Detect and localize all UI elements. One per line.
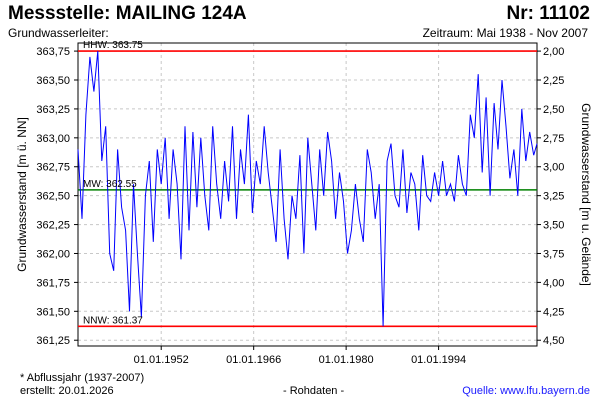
y2-tick-label: 4,00 xyxy=(543,277,564,289)
raw-data-note: - Rohdaten - xyxy=(283,385,345,397)
reference-label-mw: MW: 362.55 xyxy=(83,179,137,190)
y2-tick-label: 3,75 xyxy=(543,248,564,260)
y2-tick-label: 3,25 xyxy=(543,191,564,203)
grid-lines xyxy=(78,43,537,346)
y2-tick-label: 3,50 xyxy=(543,220,564,232)
reference-lines xyxy=(78,50,537,328)
y-tick-label: 363,75 xyxy=(36,46,70,58)
footnote: * Abflussjahr (1937-2007) xyxy=(20,372,145,384)
y-tick-label: 363,00 xyxy=(36,133,70,145)
y2-tick-label: 2,50 xyxy=(543,104,564,116)
y-tick-label: 362,75 xyxy=(36,162,70,174)
axis-ticks: 363,75 2,00 363,50 2,25 363,25 2,50 363,00 2,75… xyxy=(36,46,564,366)
y2-tick-label: 3,00 xyxy=(543,162,564,174)
axis-labels: HHW: 363.75 MW: 362.55 NNW: 361.37 Grundwas… xyxy=(15,40,593,326)
x-tick-label: 01.01.1952 xyxy=(134,354,189,366)
y-tick-label: 363,25 xyxy=(36,104,70,116)
aquifer-label: Grundwasserleiter: xyxy=(8,26,109,40)
y-tick-label: 361,75 xyxy=(36,277,70,289)
x-tick-label: 01.01.1966 xyxy=(226,354,281,366)
period-label: Zeitraum: Mai 1938 - Nov 2007 xyxy=(422,26,588,40)
station-number: Nr: 11102 xyxy=(506,3,590,24)
x-tick-label: 01.01.1994 xyxy=(411,354,466,366)
y2-tick-label: 2,25 xyxy=(543,75,564,87)
y-tick-label: 362,25 xyxy=(36,220,70,232)
y2-tick-label: 4,25 xyxy=(543,306,564,318)
y-tick-label: 362,50 xyxy=(36,191,70,203)
y-tick-label: 363,50 xyxy=(36,75,70,87)
y-axis-label: Grundwasserstand [m ü. NN] xyxy=(15,117,29,272)
y2-tick-label: 2,00 xyxy=(543,46,564,58)
y2-axis-label: Grundwasserstand [m u. Gelände] xyxy=(579,103,593,286)
y-tick-label: 361,25 xyxy=(36,335,70,347)
y-tick-label: 361,50 xyxy=(36,306,70,318)
plot-frame xyxy=(77,42,538,347)
source-link[interactable]: Quelle: www.lfu.bayern.de xyxy=(462,385,590,397)
y2-tick-label: 4,50 xyxy=(543,335,564,347)
created-date: erstellt: 20.01.2026 xyxy=(20,385,114,397)
series-line xyxy=(77,51,538,327)
y-tick-label: 362,00 xyxy=(36,248,70,260)
reference-label-nnw: NNW: 361.37 xyxy=(83,315,143,326)
page-title: Messstelle: MAILING 124A xyxy=(8,3,247,24)
x-tick-label: 01.01.1980 xyxy=(319,354,374,366)
reference-label-hhw: HHW: 363.75 xyxy=(83,40,143,51)
y2-tick-label: 2,75 xyxy=(543,133,564,145)
